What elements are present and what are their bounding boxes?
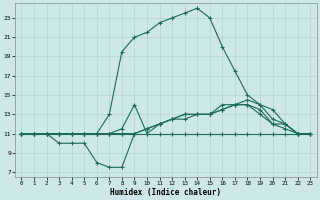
X-axis label: Humidex (Indice chaleur): Humidex (Indice chaleur) (110, 188, 221, 197)
